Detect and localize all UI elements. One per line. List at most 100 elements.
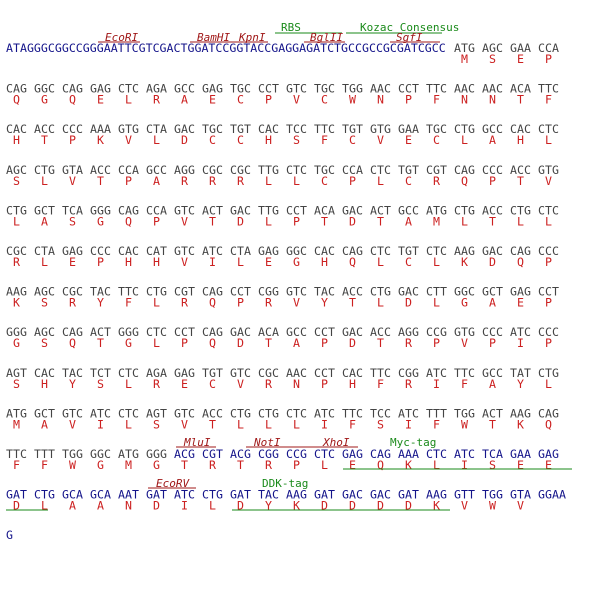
codon: ACT (482, 406, 503, 420)
amino-acid: L (545, 214, 552, 228)
amino-acid: G (13, 336, 20, 350)
codon: ATG (454, 41, 475, 55)
codon: ATC (510, 325, 531, 339)
codon: TGG (62, 447, 83, 461)
amino-acid: L (125, 417, 132, 431)
codon: CAG (6, 82, 27, 96)
codon: CTA (230, 244, 251, 258)
codon: CAC (510, 122, 531, 136)
codon: CCT (258, 82, 279, 96)
amino-acid: L (377, 174, 384, 188)
amino-acid: G (97, 214, 104, 228)
amino-acid: V (461, 336, 468, 350)
amino-acid: G (125, 336, 132, 350)
codon: TTC (370, 366, 391, 380)
codon: CGC (62, 285, 83, 299)
codon: GAC (174, 122, 195, 136)
codon: TTC (454, 366, 475, 380)
amino-acid: N (489, 93, 496, 107)
amino-acid: P (489, 174, 496, 188)
codon: GGG (90, 203, 111, 217)
amino-acid: L (545, 133, 552, 147)
amino-acid: I (517, 336, 524, 350)
amino-acid: P (405, 93, 412, 107)
amino-acid: E (181, 377, 188, 391)
codon: CTG (538, 366, 559, 380)
amino-acid: L (377, 296, 384, 310)
codon: CAG (118, 203, 139, 217)
codon: CGG (258, 285, 279, 299)
codon: CCA (146, 203, 167, 217)
codon: GAC (398, 285, 419, 299)
amino-acid: L (125, 377, 132, 391)
codon: CAG (62, 325, 83, 339)
amino-acid: G (97, 458, 104, 472)
codon: ATG (6, 406, 27, 420)
codon: GCA (90, 488, 111, 502)
amino-acid: A (405, 214, 412, 228)
codon: CTC (426, 244, 447, 258)
amino-acid: W (461, 417, 468, 431)
codon: TTC (118, 285, 139, 299)
codon: CCC (90, 244, 111, 258)
codon: CCC (62, 122, 83, 136)
codon: GAT (146, 488, 167, 502)
codon: TCC (286, 122, 307, 136)
amino-acid: L (377, 255, 384, 269)
amino-acid: R (433, 174, 440, 188)
codon: TCA (62, 203, 83, 217)
codon: ATC (314, 406, 335, 420)
codon: AGG (174, 163, 195, 177)
codon: GTC (174, 203, 195, 217)
amino-acid: H (349, 377, 356, 391)
amino-acid: D (13, 499, 20, 513)
amino-acid: T (181, 458, 188, 472)
codon: CAG (202, 285, 223, 299)
amino-acid: Y (69, 377, 76, 391)
amino-acid: H (517, 133, 524, 147)
amino-acid: H (41, 377, 48, 391)
codon: GTC (174, 244, 195, 258)
amino-acid: A (69, 499, 76, 513)
amino-acid: L (41, 255, 48, 269)
codon: TGC (314, 82, 335, 96)
codon: TTC (6, 447, 27, 461)
codon: AAG (454, 244, 475, 258)
codon: CTG (230, 406, 251, 420)
codon: TAC (258, 488, 279, 502)
annotation-label: MluI (183, 436, 211, 449)
codon: GTG (538, 163, 559, 177)
amino-acid: C (321, 174, 328, 188)
amino-acid: L (237, 417, 244, 431)
codon: ACG (230, 447, 251, 461)
amino-acid: L (13, 214, 20, 228)
codon: GTA (62, 163, 83, 177)
amino-acid: R (153, 377, 160, 391)
codon: CTC (314, 447, 335, 461)
codon: CTG (258, 406, 279, 420)
codon: TGT (398, 244, 419, 258)
amino-acid: Q (349, 255, 356, 269)
codon: CTC (538, 122, 559, 136)
amino-acid: C (209, 377, 216, 391)
codon: AAA (90, 122, 111, 136)
amino-acid: K (97, 133, 104, 147)
amino-acid: S (153, 417, 160, 431)
codon: TCT (90, 366, 111, 380)
codon: CAG (202, 325, 223, 339)
codon: CGC (6, 244, 27, 258)
codon: GAG (538, 447, 559, 461)
codon: GTA (510, 488, 531, 502)
codon: GGC (34, 82, 55, 96)
amino-acid: H (125, 255, 132, 269)
amino-acid: S (13, 377, 20, 391)
amino-acid: R (153, 93, 160, 107)
codon: TTC (426, 82, 447, 96)
amino-acid: K (293, 499, 300, 513)
codon: GAA (510, 447, 531, 461)
amino-acid: L (41, 174, 48, 188)
codon: TCC (370, 406, 391, 420)
codon: GTG (118, 122, 139, 136)
amino-acid: V (517, 499, 524, 513)
